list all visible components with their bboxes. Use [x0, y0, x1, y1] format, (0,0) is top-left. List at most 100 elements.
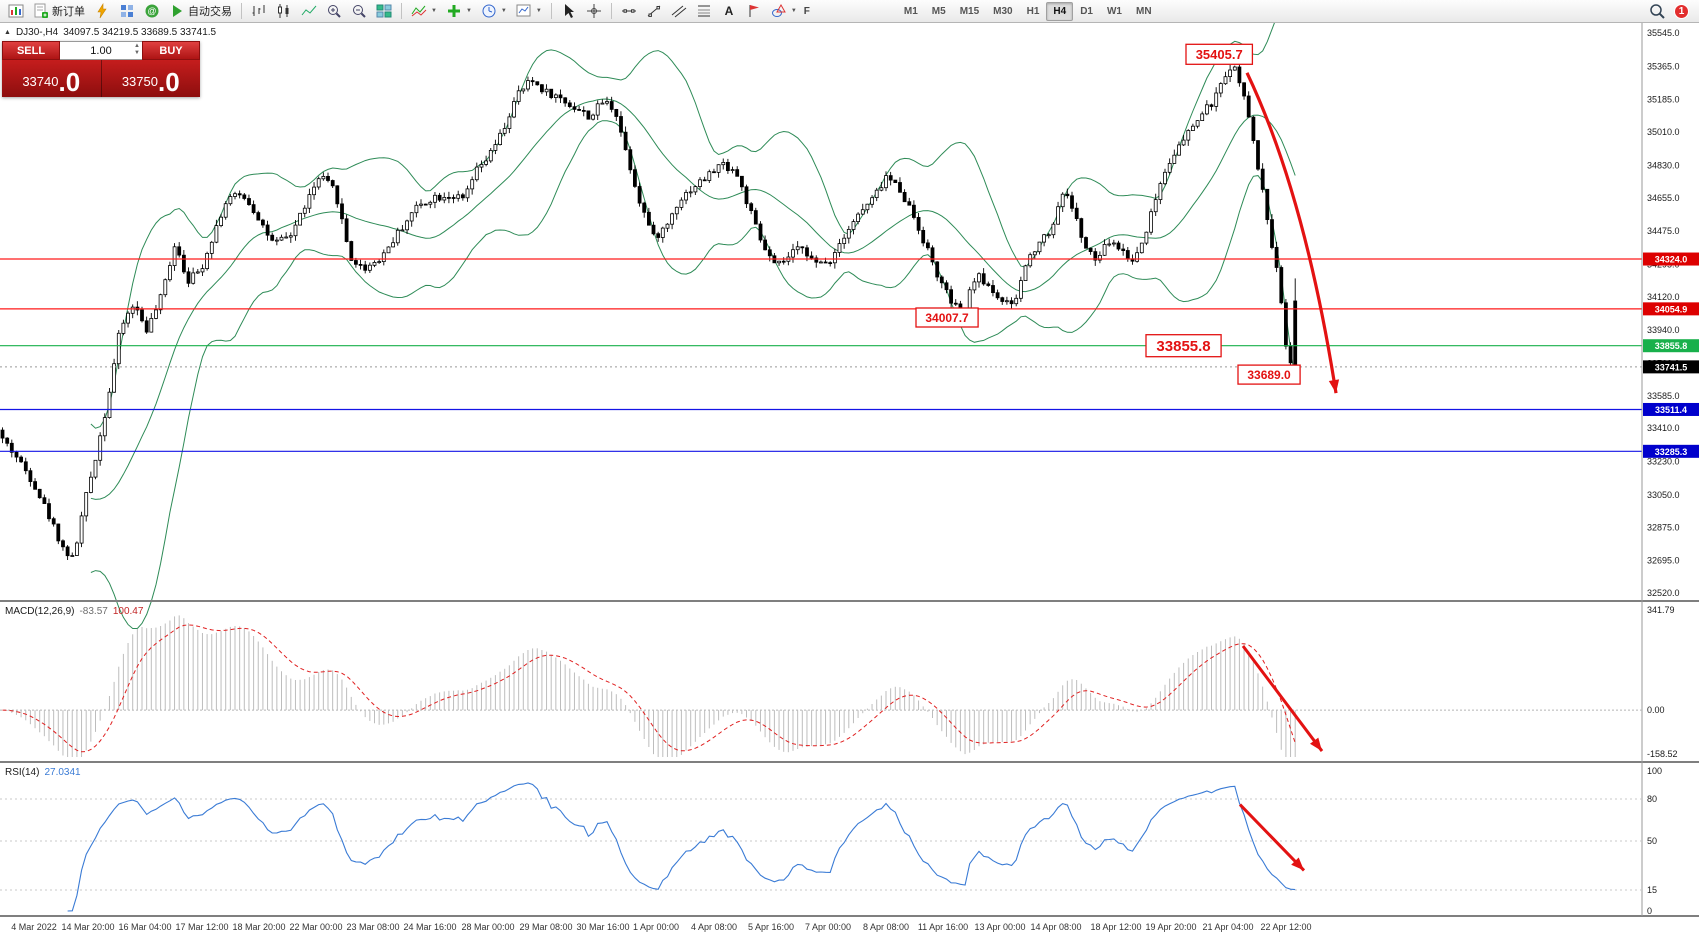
macd-panel[interactable]: 341.79 0.00 -158.52	[0, 605, 1678, 759]
community-button[interactable]: @	[140, 1, 164, 21]
dropdown-arrow-icon[interactable]: ▼	[535, 8, 542, 14]
zoom-in-button[interactable]	[322, 1, 346, 21]
periods-button[interactable]: ▼	[477, 1, 511, 21]
chart-line-button[interactable]	[297, 1, 321, 21]
svg-text:50: 50	[1647, 836, 1657, 846]
trend-arrow[interactable]	[1238, 803, 1306, 872]
clock-blue-icon	[481, 3, 497, 19]
dropdown-arrow-icon[interactable]: ▼	[431, 8, 437, 14]
templates-button[interactable]: ▼	[512, 1, 546, 21]
sell-price[interactable]: 33740.0	[2, 60, 101, 97]
svg-text:34054.9: 34054.9	[1655, 304, 1688, 314]
market-watch-button[interactable]	[115, 1, 139, 21]
dropdown-arrow-icon[interactable]: ▼	[465, 8, 472, 14]
toolbar-separator	[401, 3, 402, 19]
channel-button[interactable]	[667, 1, 691, 21]
new-order-button[interactable]: 新订单	[29, 1, 89, 21]
volume-input[interactable]: 1.00 ▲ ▼	[60, 41, 142, 60]
svg-text:35185.0: 35185.0	[1647, 95, 1680, 105]
label-button[interactable]	[742, 1, 766, 21]
svg-text:33585.0: 33585.0	[1647, 391, 1680, 401]
volume-spinner[interactable]: ▲ ▼	[134, 43, 140, 57]
bars-icon	[251, 3, 267, 19]
timeframe-w1[interactable]: W1	[1106, 5, 1122, 17]
candles-layer	[0, 61, 1298, 560]
zoom-in-icon	[326, 3, 342, 19]
volume-value: 1.00	[90, 44, 112, 57]
svg-text:100: 100	[1647, 766, 1662, 776]
timeframe-m5[interactable]: M5	[931, 5, 946, 17]
time-label: 19 Apr 20:00	[1145, 922, 1197, 932]
hline-button[interactable]	[617, 1, 641, 21]
svg-text:0.00: 0.00	[1647, 705, 1665, 715]
new-chart-button[interactable]	[4, 1, 28, 21]
fibonacci-button[interactable]	[692, 1, 716, 21]
macd-main-value: -83.57	[79, 606, 108, 617]
horizontal-lines[interactable]	[0, 258, 1642, 452]
sell-price-main: 33740	[22, 74, 59, 89]
autotrading-button[interactable]: 自动交易	[165, 1, 236, 21]
svg-text:33940.0: 33940.0	[1647, 325, 1680, 335]
price-axis[interactable]: 35545.0 35365.0 35185.0 35010.0 34830.0 34655…	[1643, 28, 1699, 598]
timeframe-h4[interactable]: H4	[1046, 1, 1074, 21]
time-axis[interactable]: 4 Mar 2022 14 Mar 20:00 16 Mar 04:00 17 Mar…	[0, 917, 1699, 941]
macd-header: MACD(12,26,9) -83.57 100.47	[5, 606, 143, 617]
svg-text:35365.0: 35365.0	[1647, 61, 1680, 71]
grid-blue-icon	[119, 3, 135, 19]
text-button[interactable]: A	[717, 1, 741, 21]
toolbar-separator	[610, 3, 612, 19]
timeframe-m30[interactable]: M30	[993, 5, 1013, 17]
new-order-button-label: 新订单	[52, 6, 85, 18]
symbol-period-label: DJ30-,H4	[15, 27, 59, 38]
buy-button[interactable]: BUY	[142, 41, 200, 60]
search-button[interactable]	[1645, 1, 1669, 21]
indicators-button[interactable]: ▼	[407, 1, 441, 21]
timeframe-d1[interactable]: D1	[1080, 5, 1093, 17]
chart-template-icon	[516, 3, 532, 19]
one-click-toggle-icon[interactable]: ▲	[4, 29, 11, 36]
chart-candles-button[interactable]	[272, 1, 296, 21]
search-icon	[1649, 3, 1665, 19]
one-click-trading-panel: SELL 1.00 ▲ ▼ BUY 33740.0 33750.0	[2, 41, 200, 97]
sell-button[interactable]: SELL	[2, 41, 60, 60]
chart-bars-button[interactable]	[247, 1, 271, 21]
toolbar-separator	[241, 3, 242, 19]
svg-text:34655.0: 34655.0	[1647, 193, 1680, 203]
trend-arrow[interactable]	[1241, 645, 1324, 752]
time-label: 22 Mar 00:00	[289, 922, 343, 932]
rsi-header: RSI(14) 27.0341	[5, 767, 81, 778]
spinner-up-icon[interactable]: ▲	[134, 43, 140, 49]
svg-text:33230.0: 33230.0	[1647, 457, 1680, 467]
svg-text:33855.8: 33855.8	[1156, 338, 1210, 355]
doc-new-icon	[33, 3, 49, 19]
time-label: 24 Mar 16:00	[403, 922, 457, 932]
timeframe-h1[interactable]: H1	[1026, 5, 1040, 17]
trendline-button[interactable]	[642, 1, 666, 21]
metaeditor-button[interactable]	[90, 1, 114, 21]
zoom-out-button[interactable]	[347, 1, 371, 21]
crosshair-button[interactable]	[582, 1, 606, 21]
svg-text:15: 15	[1647, 885, 1657, 895]
candle-icon	[276, 3, 292, 19]
spinner-down-icon[interactable]: ▼	[134, 50, 140, 56]
timeframe-m15[interactable]: M15	[959, 5, 980, 17]
svg-text:32520.0: 32520.0	[1647, 588, 1680, 598]
rsi-panel[interactable]: 100 80 50 15 0	[0, 766, 1662, 916]
textA-icon: A	[721, 3, 737, 19]
dropdown-arrow-icon[interactable]: ▼	[790, 8, 797, 14]
add-object-button[interactable]: ▼	[442, 1, 476, 21]
notification-badge[interactable]: 1	[1674, 3, 1689, 19]
timeframe-mn[interactable]: MN	[1135, 5, 1152, 17]
svg-text:32695.0: 32695.0	[1647, 556, 1680, 566]
shapes-button[interactable]: ▼	[767, 1, 801, 21]
buy-price[interactable]: 33750.0	[102, 60, 201, 97]
cursor-button[interactable]	[557, 1, 581, 21]
timeframe-m1[interactable]: M1	[903, 5, 918, 17]
trend-arrow[interactable]	[1245, 72, 1340, 394]
chart-annotations[interactable]: 35405.7 34007.7 33855.8 33689.0	[915, 43, 1301, 385]
svg-text:33741.5: 33741.5	[1655, 362, 1688, 372]
dropdown-arrow-icon[interactable]: ▼	[500, 8, 507, 14]
order-buttons-row: SELL 1.00 ▲ ▼ BUY	[2, 41, 200, 60]
tile-windows-button[interactable]	[372, 1, 396, 21]
